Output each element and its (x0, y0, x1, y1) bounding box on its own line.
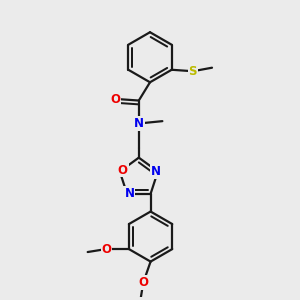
Text: O: O (118, 164, 128, 176)
Text: N: N (124, 188, 134, 200)
Text: O: O (139, 276, 149, 289)
Text: S: S (189, 65, 197, 78)
Text: O: O (101, 243, 112, 256)
Text: N: N (134, 117, 144, 130)
Text: N: N (151, 165, 160, 178)
Text: O: O (110, 93, 120, 106)
